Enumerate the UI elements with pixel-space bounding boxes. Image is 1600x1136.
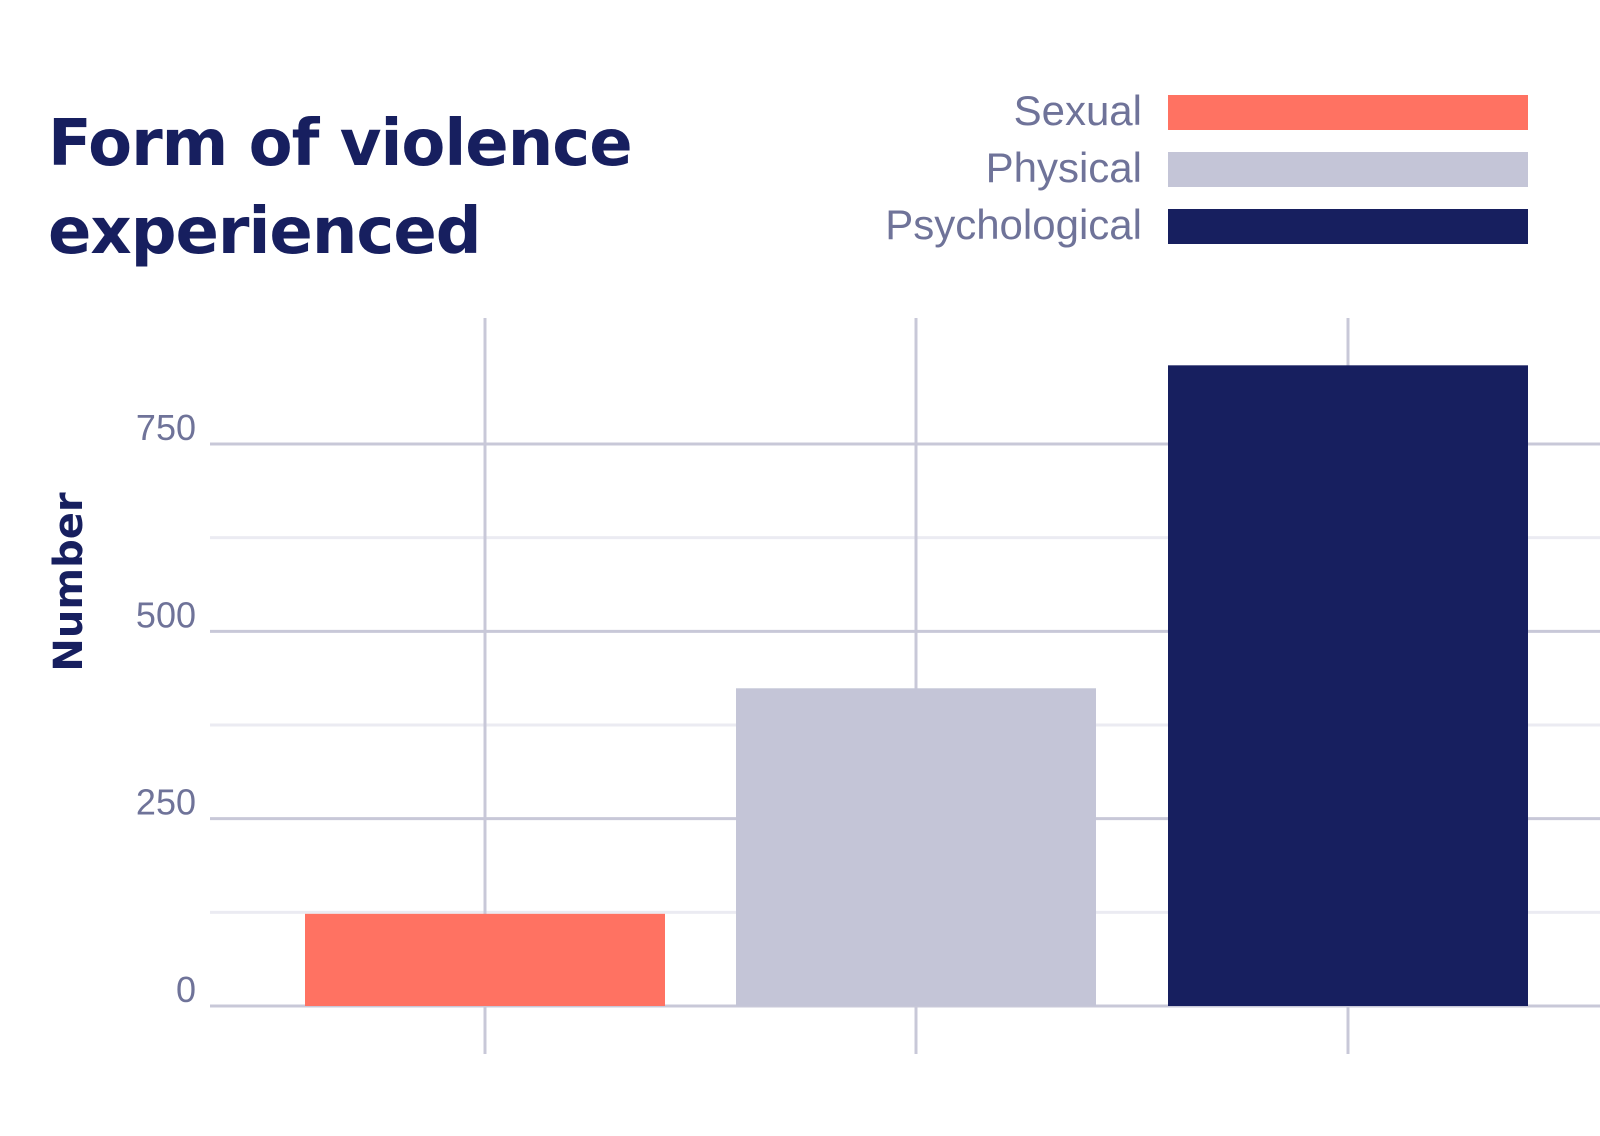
y-tick-label: 250 [136,782,196,823]
legend-swatch-physical [1168,152,1528,187]
legend: Sexual Physical Psychological [885,87,1528,248]
chart-title: Form of violence experienced [48,107,633,269]
y-tick-label: 750 [136,407,196,448]
legend-label-physical: Physical [986,144,1142,191]
legend-swatch-sexual [1168,95,1528,130]
bar-layer [305,365,1528,1006]
legend-label-sexual: Sexual [1014,87,1142,134]
bar-psychological [1168,365,1528,1006]
bar-physical [736,688,1096,1006]
y-tick-label: 0 [176,969,196,1010]
bar-sexual [305,913,665,1006]
legend-swatch-psychological [1168,209,1528,244]
y-tick-label: 500 [136,594,196,635]
legend-label-psychological: Psychological [885,201,1142,248]
y-axis-ticks: 0 250 500 750 [136,407,196,1010]
y-axis-title: Number [46,492,92,671]
